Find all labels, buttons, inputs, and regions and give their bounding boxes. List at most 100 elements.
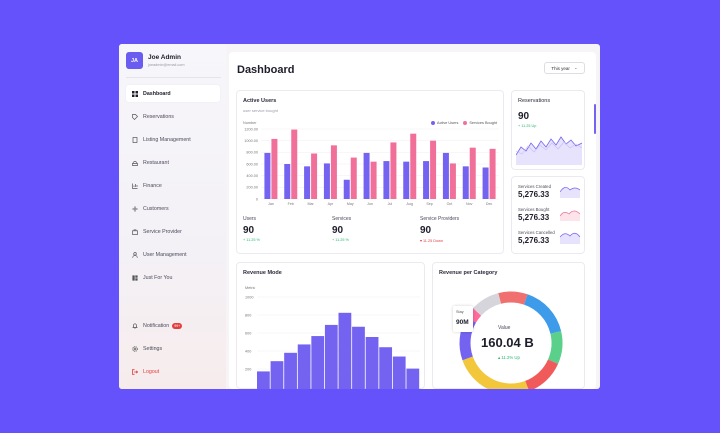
bar-services-bought — [489, 148, 496, 199]
stat-users: Users 90 + 11.25 % — [243, 216, 260, 242]
y-tick-label: 200.00 — [246, 186, 258, 190]
profile[interactable]: JA Joe Admin joeadmin@email.com — [126, 52, 185, 69]
sidebar-item-dashboard[interactable]: Dashboard — [126, 85, 220, 102]
services-cancelled-sparkline — [560, 232, 580, 244]
x-tick-label: Dec — [486, 202, 493, 206]
y-axis-caption: Number — [243, 121, 257, 125]
sidebar-item-label: Finance — [143, 182, 162, 189]
donut-tooltip: Stay 90M — [453, 306, 473, 332]
y-tick-label: 1200.00 — [244, 127, 258, 131]
sidebar-item-service-provider[interactable]: Service Provider — [126, 223, 220, 240]
chevron-down-icon: ⌄ — [573, 65, 578, 70]
period-select[interactable]: This year ⌄ — [544, 62, 585, 74]
histogram-bar — [406, 368, 420, 389]
y-tick-label: 800.00 — [246, 151, 258, 155]
bar-services-bought — [430, 140, 437, 199]
revenue-mode-card: Revenue Mode Metric 1000 800 600 400 200 — [236, 262, 425, 389]
grid-icon — [132, 274, 138, 281]
y-tick-label: 1000 — [245, 295, 253, 299]
bar-services-bought — [370, 161, 377, 199]
tooltip-label: Stay — [456, 310, 464, 314]
period-select-value: This year — [551, 65, 570, 71]
y-tick-label: 600 — [245, 331, 251, 335]
sidebar-item-reservations[interactable]: Reservations — [126, 108, 220, 125]
tag-icon — [132, 113, 138, 120]
histogram-bar — [257, 371, 270, 389]
services-bought-sparkline — [560, 210, 580, 221]
stat-value: 90 — [243, 225, 255, 236]
legend-swatch-active — [431, 121, 436, 125]
mini-value: 5,276.33 — [518, 236, 550, 245]
sidebar-item-label: Logout — [143, 368, 160, 375]
sidebar-item-label: Notification — [143, 322, 170, 329]
x-tick-label: Feb — [288, 202, 294, 206]
gear-icon — [132, 345, 138, 352]
bar-services-bought — [311, 153, 318, 199]
sidebar-item-settings[interactable]: Settings — [126, 340, 220, 357]
services-created-sparkline — [560, 187, 580, 198]
sidebar-item-listing-management[interactable]: Listing Management — [126, 131, 220, 148]
bar-active-users — [423, 161, 430, 199]
sidebar-item-customers[interactable]: Customers — [126, 200, 220, 217]
bar-services-bought — [271, 138, 278, 199]
sidebar-item-logout[interactable]: Logout — [126, 363, 220, 380]
chart-icon — [132, 183, 138, 189]
mini-label: Services Created — [518, 184, 551, 189]
donut-center-delta: ▴ 11.2% Up — [498, 355, 520, 360]
y-tick-label: 400.00 — [246, 174, 258, 178]
profile-email: joeadmin@email.com — [148, 63, 185, 67]
stat-delta: + 11.25 % — [332, 238, 349, 242]
bar-services-bought — [330, 145, 337, 199]
bar-active-users — [284, 164, 291, 199]
bar-services-bought — [350, 157, 357, 199]
sidebar-item-restaurant[interactable]: Restaurant — [126, 154, 220, 171]
avatar[interactable]: JA — [126, 52, 143, 69]
services-cancelled-row: Services Cancelled 5,276.33 — [518, 230, 555, 245]
bar-active-users — [482, 167, 489, 199]
bar-services-bought — [291, 129, 298, 199]
bar-services-bought — [390, 142, 397, 199]
sidebar-item-notification[interactable]: Notification 99+ — [126, 317, 220, 334]
reservations-card: Reservations 90 + 11.25 Up — [511, 90, 585, 170]
stat-delta: ▾ 11.25 Down — [420, 239, 443, 243]
bar-active-users — [304, 166, 311, 199]
y-tick-label: 600.00 — [246, 162, 258, 166]
mini-value: 5,276.33 — [518, 190, 550, 199]
sidebar: JA Joe Admin joeadmin@email.com Dashboar… — [119, 44, 226, 389]
notification-badge: 99+ — [172, 322, 183, 329]
sidebar-item-just-for-you[interactable]: Just For You — [126, 269, 220, 286]
stat-service-providers: Service Providers 90 ▾ 11.25 Down — [420, 216, 459, 243]
sidebar-item-label: Dashboard — [143, 90, 171, 97]
sidebar-item-finance[interactable]: Finance — [126, 177, 220, 194]
user-icon — [132, 251, 138, 258]
reservations-title: Reservations — [518, 98, 551, 104]
sidebar-item-label: Customers — [143, 205, 169, 212]
stat-label: Users — [243, 216, 257, 222]
tooltip-value: 90M — [456, 319, 469, 326]
stat-services: Services 90 + 11.25 % — [332, 216, 351, 242]
x-tick-label: May — [347, 202, 354, 206]
mini-value: 5,276.33 — [518, 213, 550, 222]
mini-label: Services Bought — [518, 207, 550, 212]
bar-active-users — [383, 161, 390, 199]
app-window: JA Joe Admin joeadmin@email.com Dashboar… — [119, 44, 600, 389]
bar-active-users — [323, 163, 330, 199]
x-tick-label: Sep — [426, 202, 432, 206]
reservations-value: 90 — [518, 111, 530, 122]
histogram-bar — [270, 361, 284, 389]
x-tick-label: Apr — [328, 202, 334, 206]
x-tick-label: Jun — [367, 202, 373, 206]
scrollbar-thumb[interactable] — [594, 104, 596, 134]
dashboard-icon — [132, 90, 138, 97]
x-tick-label: Mar — [307, 202, 314, 206]
stat-value: 90 — [332, 225, 344, 236]
y-axis-caption: Metric — [245, 286, 255, 290]
histogram-bar — [297, 344, 311, 389]
sidebar-item-label: Service Provider — [143, 228, 182, 235]
y-tick-label: 200 — [245, 367, 251, 371]
histogram-bar — [392, 356, 406, 389]
donut-slice — [524, 359, 559, 389]
document-icon — [132, 136, 138, 143]
customers-icon — [132, 205, 138, 212]
sidebar-item-user-management[interactable]: User Management — [126, 246, 220, 263]
